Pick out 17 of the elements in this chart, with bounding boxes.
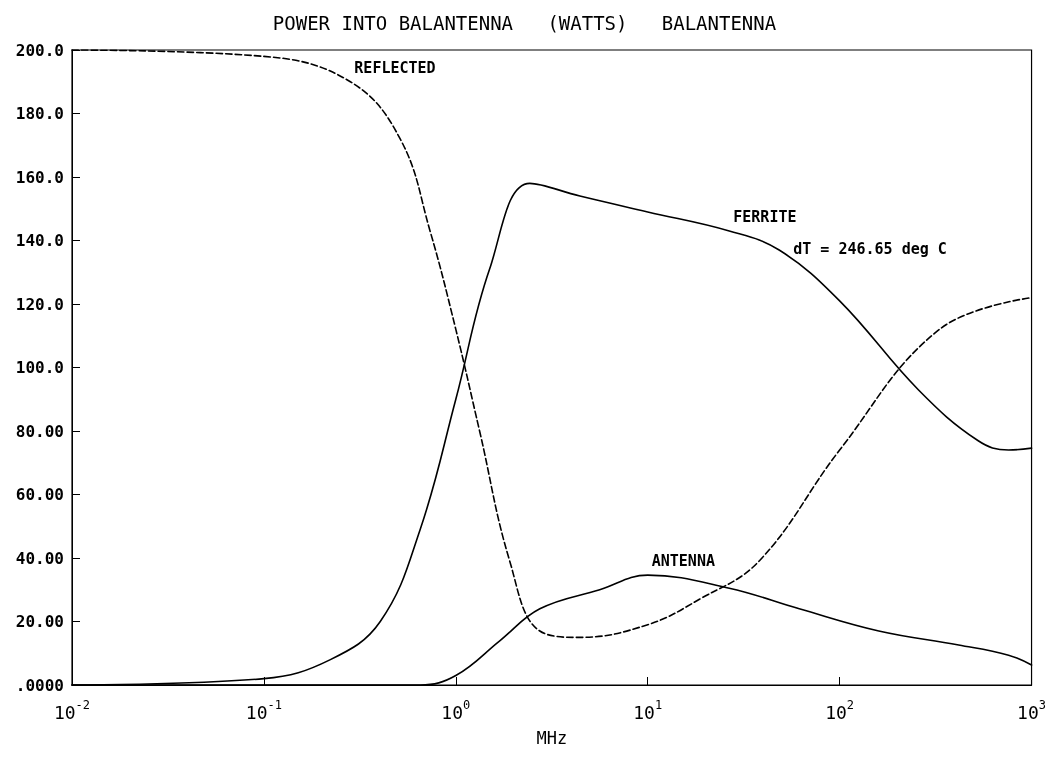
y-tick-label: 140.0: [15, 231, 64, 250]
annotation: ANTENNA: [651, 552, 715, 571]
annotation: dT = 246.65 deg C: [793, 239, 947, 258]
y-tick-label: 40.00: [15, 548, 64, 568]
y-tick-label: 100.0: [15, 358, 64, 377]
y-tick-label: 180.0: [15, 104, 64, 123]
y-tick-label: .0000: [15, 675, 64, 695]
y-tick-label: 60.00: [15, 485, 64, 504]
x-axis-title: MHz: [536, 727, 568, 748]
y-tick-label: 160.0: [15, 167, 64, 187]
annotation: REFLECTED: [354, 58, 436, 77]
y-tick-label: 120.0: [15, 294, 64, 314]
y-tick-label: 80.00: [15, 421, 64, 441]
chart-title: POWER INTO BALANTENNA (WATTS) BALANTENNA: [272, 11, 777, 34]
annotation: FERRITE: [733, 207, 797, 226]
y-tick-label: 20.00: [15, 612, 64, 631]
y-tick-label: 200.0: [15, 40, 64, 60]
